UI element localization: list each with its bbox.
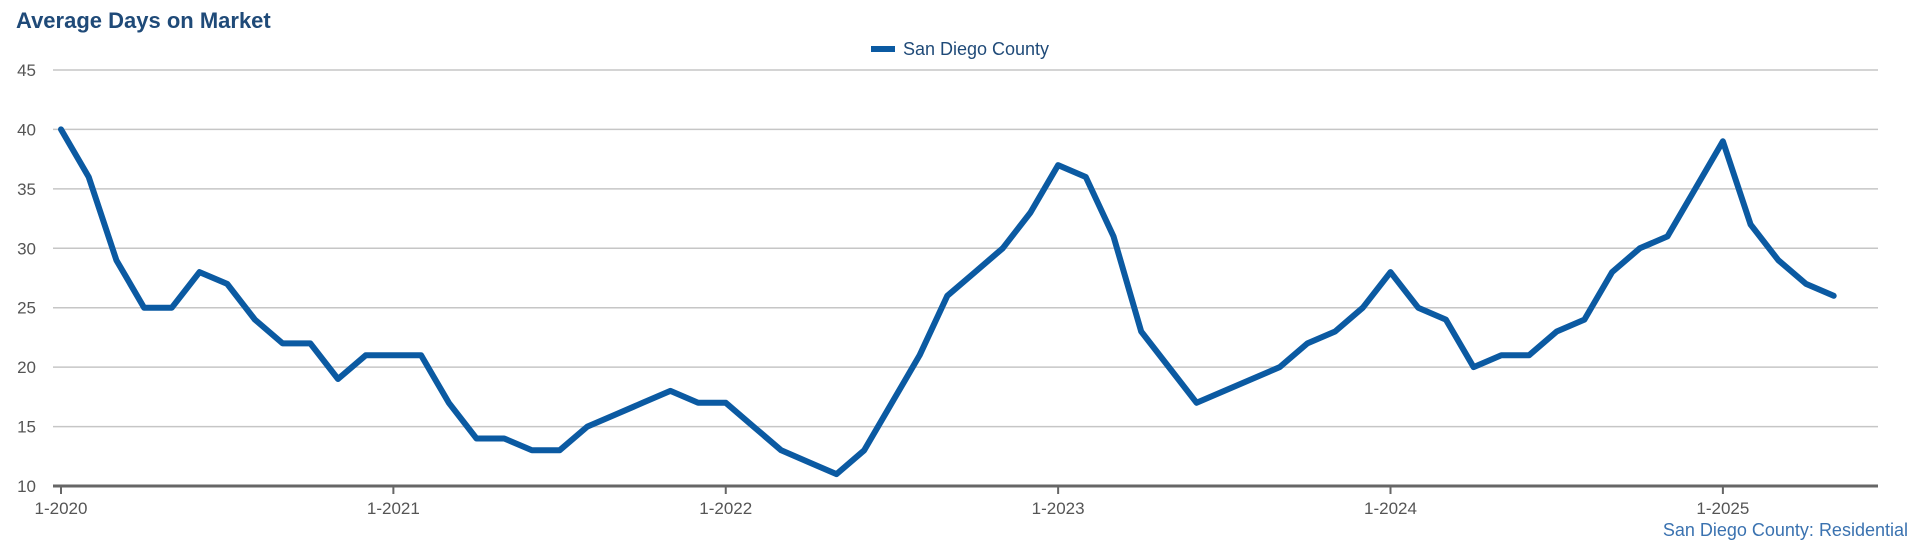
y-tick-label: 30 xyxy=(17,239,36,258)
gridlines xyxy=(53,69,1878,428)
series-line-san-diego-county xyxy=(58,126,1837,478)
x-tick-label: 1-2021 xyxy=(367,499,420,518)
legend-swatch xyxy=(870,46,895,53)
footer-label: San Diego County: Residential xyxy=(1662,520,1908,540)
x-axis: 1-2020 1-2021 1-2022 1-2023 1-2024 1-2025 xyxy=(35,484,1878,518)
y-tick-label: 15 xyxy=(17,418,36,437)
x-tick-label: 1-2025 xyxy=(1696,499,1749,518)
y-tick-label: 10 xyxy=(17,477,36,496)
legend-label: San Diego County xyxy=(902,39,1050,59)
series-layer xyxy=(58,126,1837,478)
x-tick-label: 1-2022 xyxy=(699,499,752,518)
y-tick-label: 25 xyxy=(17,299,36,318)
legend: San Diego County xyxy=(0,39,1920,60)
y-tick-label: 35 xyxy=(17,180,36,199)
x-tick-label: 1-2024 xyxy=(1364,499,1417,518)
x-tick-label: 1-2023 xyxy=(1032,499,1085,518)
chart-title: Average Days on Market xyxy=(16,8,271,33)
y-tick-label: 20 xyxy=(17,358,36,377)
y-tick-label: 45 xyxy=(17,61,36,80)
x-tick-label: 1-2020 xyxy=(35,499,88,518)
y-axis: 10 15 20 25 30 35 40 45 xyxy=(17,61,36,496)
y-tick-label: 40 xyxy=(17,120,36,139)
